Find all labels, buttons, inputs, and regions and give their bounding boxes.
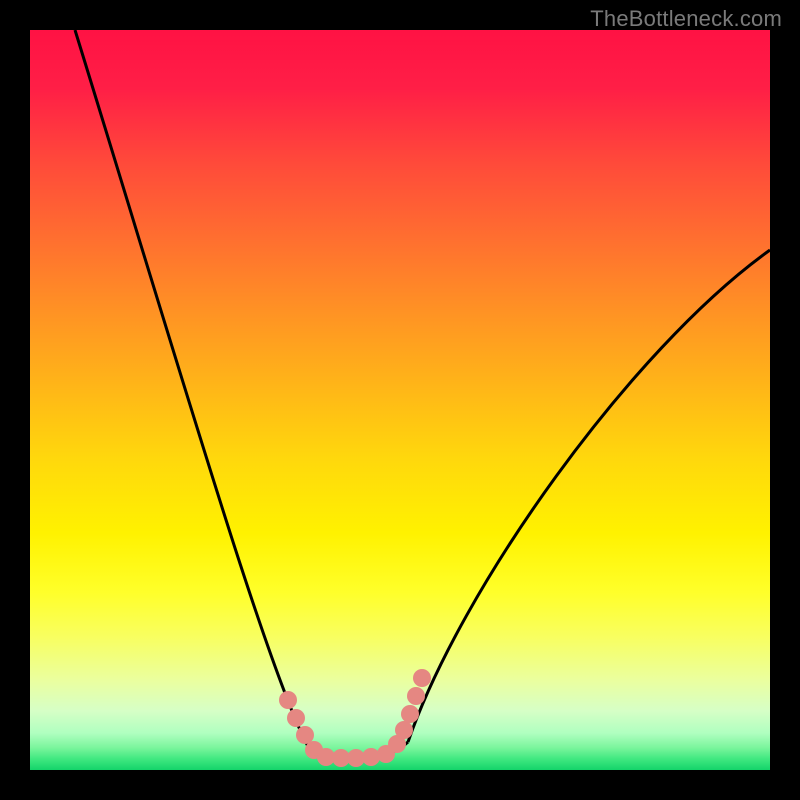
plot-area [30,30,770,770]
watermark-text: TheBottleneck.com [590,6,782,32]
gradient-background [30,30,770,770]
